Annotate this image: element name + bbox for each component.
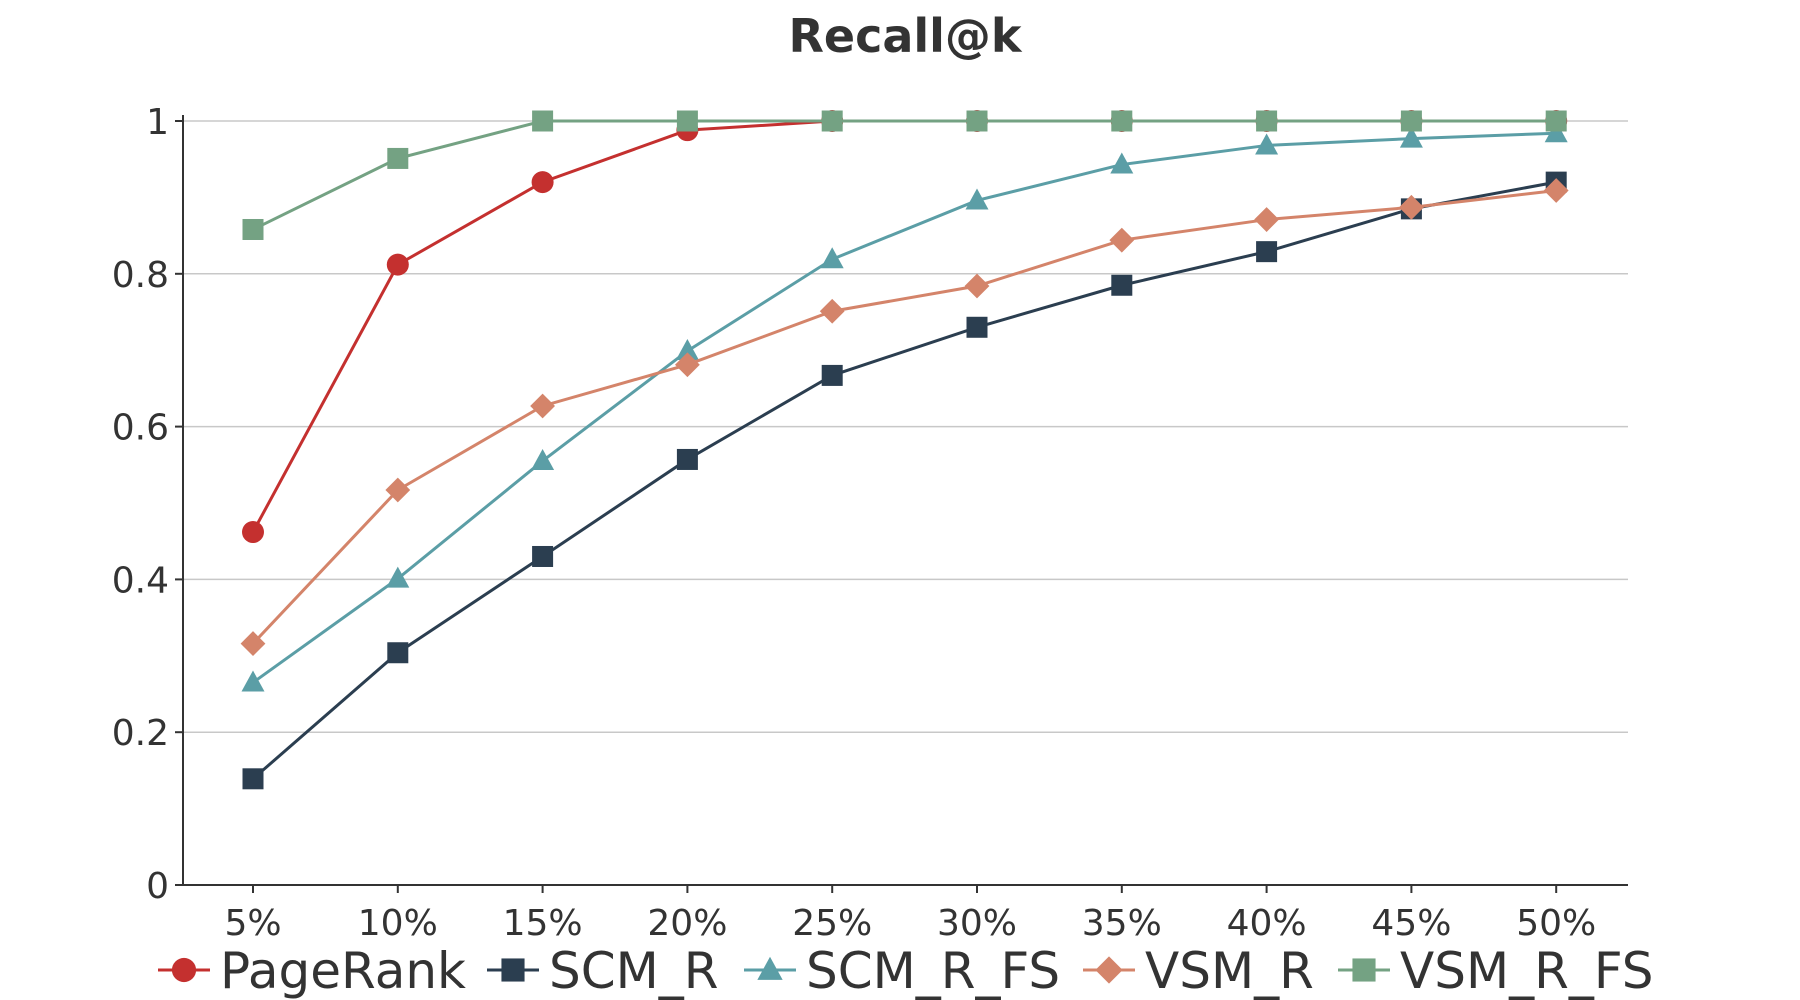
data-point <box>531 448 555 470</box>
legend-label: PageRank <box>220 942 466 1000</box>
data-point <box>387 147 409 169</box>
data-point <box>966 316 988 338</box>
data-point <box>1544 121 1568 143</box>
data-point <box>1256 110 1278 132</box>
axes <box>182 115 1628 893</box>
data-point <box>1545 110 1567 132</box>
x-tick-label: 25% <box>792 903 872 944</box>
x-tick-label: 35% <box>1082 903 1162 944</box>
data-point <box>1543 178 1569 203</box>
y-tick-labels: 0 0.2 0.4 0.6 0.8 1 <box>112 102 169 907</box>
data-point <box>240 631 266 656</box>
data-point <box>1254 207 1279 232</box>
data-point <box>531 171 554 194</box>
series-line <box>252 180 1557 780</box>
data-point <box>1109 227 1135 253</box>
x-tick-label: 40% <box>1227 903 1307 944</box>
data-point <box>964 273 990 299</box>
data-point <box>1111 110 1133 132</box>
y-tick-label: 0.6 <box>112 408 169 449</box>
data-point <box>966 110 988 132</box>
legend-label: SCM_R <box>549 942 719 1000</box>
y-tick-label: 0.2 <box>112 713 169 754</box>
data-point <box>532 110 554 132</box>
y-tick-label: 0 <box>146 866 169 907</box>
series-lines <box>240 110 1569 790</box>
series-line <box>252 131 1557 684</box>
data-point <box>1399 194 1424 220</box>
data-point <box>1256 241 1278 263</box>
x-tick-label: 10% <box>358 903 438 944</box>
data-point <box>530 393 555 419</box>
legend-label: SCM_R_FS <box>806 942 1060 1000</box>
data-point <box>532 545 554 567</box>
data-point <box>386 253 409 276</box>
y-tick-label: 0.4 <box>112 560 169 601</box>
x-tick-label: 5% <box>224 903 281 944</box>
series-pagerank <box>242 110 1568 544</box>
series-vsm-r <box>240 178 1569 656</box>
legend-label: VSM_R <box>1145 942 1314 1000</box>
x-tick-label: 50% <box>1516 903 1596 944</box>
data-point <box>821 364 843 386</box>
series-scm-r <box>242 171 1567 790</box>
y-tick-label: 0.8 <box>112 255 169 296</box>
series-vsm-r-fs <box>242 110 1567 240</box>
data-point <box>241 670 265 692</box>
x-tick-label: 45% <box>1371 903 1451 944</box>
data-point <box>242 218 264 240</box>
chart-title: Recall@k <box>788 9 1022 63</box>
data-point <box>675 338 699 360</box>
grid-lines <box>175 120 1628 886</box>
data-point <box>242 768 264 790</box>
series-line <box>252 119 1557 231</box>
legend-item-vsm-r-fs: VSM_R_FS <box>1338 942 1653 1000</box>
series-scm-r-fs <box>241 121 1568 692</box>
x-tick-label: 30% <box>937 903 1017 944</box>
legend-marker <box>171 957 197 983</box>
x-tick-label: 20% <box>647 903 727 944</box>
data-point <box>965 188 989 210</box>
y-tick-label: 1 <box>146 102 169 143</box>
data-point <box>1255 133 1279 155</box>
data-point <box>1111 274 1133 296</box>
legend-marker <box>1095 956 1123 984</box>
data-point <box>387 642 409 664</box>
legend-item-pagerank: PageRank <box>158 942 466 1000</box>
data-point <box>386 566 410 588</box>
data-point <box>676 448 698 470</box>
data-point <box>242 521 264 544</box>
legend-label: VSM_R_FS <box>1400 942 1653 1000</box>
data-point <box>1110 152 1134 174</box>
x-tick-label: 15% <box>503 903 583 944</box>
series-line <box>251 119 1557 533</box>
x-tick-labels: 5% 10% 15% 20% 25% 30% 35% 40% 45% 50% <box>224 903 1596 944</box>
data-point <box>385 477 411 503</box>
legend-marker <box>501 958 525 982</box>
data-point <box>821 110 843 132</box>
series-line <box>251 189 1557 645</box>
data-point <box>1399 126 1423 148</box>
data-point <box>675 352 700 378</box>
legend: PageRank SCM_R SCM_R_FS VSM_R VSM_R_FS <box>158 942 1653 1000</box>
legend-item-scm-r: SCM_R <box>487 942 719 1000</box>
legend-marker <box>1352 958 1376 982</box>
data-point <box>676 110 698 132</box>
legend-item-scm-r-fs: SCM_R_FS <box>744 942 1060 1000</box>
data-point <box>1400 110 1422 132</box>
data-point <box>820 247 844 269</box>
data-point <box>819 298 845 324</box>
legend-marker <box>757 956 783 980</box>
legend-item-vsm-r: VSM_R <box>1083 942 1314 1000</box>
